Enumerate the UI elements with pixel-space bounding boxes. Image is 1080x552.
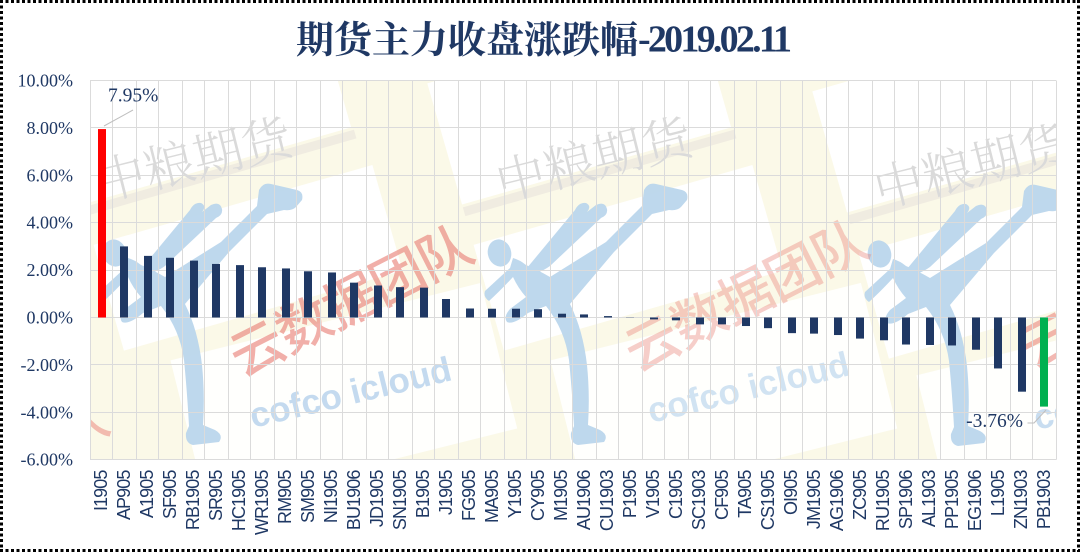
svg-text:CU1903: CU1903 [597,470,617,532]
svg-text:SC1903: SC1903 [689,470,709,531]
svg-text:RB1905: RB1905 [183,470,203,531]
svg-text:HC1905: HC1905 [229,470,249,532]
svg-text:A1905: A1905 [137,470,157,518]
svg-text:Y1905: Y1905 [505,470,525,518]
svg-text:I1905: I1905 [91,470,111,511]
svg-text:SP1906: SP1906 [896,470,916,530]
svg-text:JD1905: JD1905 [367,470,387,528]
svg-text:0.00%: 0.00% [27,308,74,328]
svg-text:AL1903: AL1903 [919,470,939,528]
svg-text:6.00%: 6.00% [27,165,74,185]
svg-text:-2019.02.11: -2019.02.11 [638,19,792,61]
svg-text:4.00%: 4.00% [27,213,74,233]
svg-text:8.00%: 8.00% [27,118,74,138]
svg-text:CF905: CF905 [712,470,732,520]
svg-text:JM1905: JM1905 [804,470,824,530]
svg-text:-4.00%: -4.00% [21,402,74,422]
svg-text:SM905: SM905 [298,470,318,523]
svg-text:EG1906: EG1906 [965,470,985,532]
svg-text:10.00%: 10.00% [18,71,74,91]
svg-text:SR905: SR905 [206,470,226,521]
svg-text:FG905: FG905 [459,470,479,521]
svg-text:PP1905: PP1905 [942,470,962,530]
svg-text:SF905: SF905 [160,470,180,519]
svg-text:CS1905: CS1905 [758,470,778,531]
svg-text:-3.76%: -3.76% [966,411,1023,432]
svg-text:ZC905: ZC905 [850,470,870,520]
svg-text:PB1903: PB1903 [1034,470,1054,530]
svg-text:AP905: AP905 [114,470,134,520]
svg-text:CY905: CY905 [528,470,548,521]
svg-text:NI1905: NI1905 [321,470,341,524]
svg-text:-6.00%: -6.00% [21,450,74,470]
svg-text:OI905: OI905 [781,470,801,515]
svg-text:B1905: B1905 [413,470,433,518]
svg-text:RM905: RM905 [275,470,295,524]
svg-text:AG1906: AG1906 [827,470,847,532]
svg-text:SN1905: SN1905 [390,470,410,531]
svg-text:RU1905: RU1905 [873,470,893,532]
svg-text:ZN1903: ZN1903 [1011,470,1031,530]
svg-text:J1905: J1905 [436,470,456,515]
svg-text:2.00%: 2.00% [27,260,74,280]
svg-text:V1905: V1905 [643,470,663,518]
svg-text:C1905: C1905 [666,470,686,519]
svg-text:WR1905: WR1905 [252,470,272,536]
svg-text:MA905: MA905 [482,470,502,523]
svg-text:BU1906: BU1906 [344,470,364,531]
svg-text:-2.00%: -2.00% [21,355,74,375]
svg-text:P1905: P1905 [620,470,640,518]
svg-text:7.95%: 7.95% [108,86,158,107]
svg-text:M1905: M1905 [551,470,571,521]
svg-text:TA905: TA905 [735,470,755,518]
svg-text:L1905: L1905 [988,470,1008,516]
svg-text:AU1906: AU1906 [574,470,594,531]
